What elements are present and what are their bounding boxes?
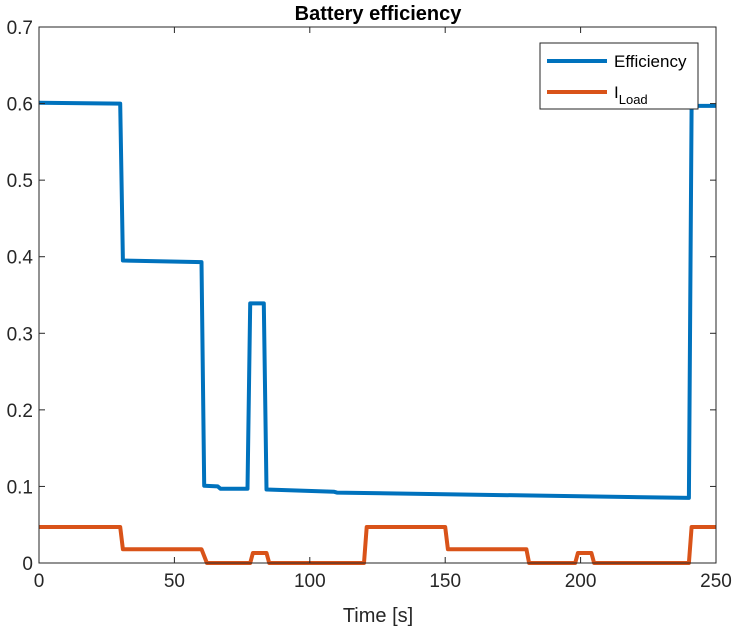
y-tick-label: 0.6 <box>7 95 33 116</box>
y-tick-label: 0 <box>22 554 33 575</box>
y-tick-label: 0.2 <box>7 401 33 422</box>
series-line-1 <box>39 525 716 565</box>
axes: 0 50 100 150 200 250 0 0.1 0.2 0.3 0.4 0.5 0.6 0.7 <box>7 18 732 592</box>
legend-box <box>539 42 699 110</box>
legend-label-0: Efficiency <box>614 52 687 71</box>
x-tick-label: 0 <box>34 571 45 592</box>
axes-box <box>38 26 717 564</box>
y-tick-label: 0.1 <box>7 477 33 498</box>
x-tick-label: 200 <box>565 571 597 592</box>
x-tick-label: 100 <box>294 571 326 592</box>
y-tick-label: 0.4 <box>7 248 34 269</box>
y-tick-label: 0.5 <box>7 171 33 192</box>
x-tick-label: 150 <box>429 571 461 592</box>
plot-area <box>38 100 716 565</box>
y-tick-label: 0.3 <box>7 324 33 345</box>
x-tick-label: 50 <box>164 571 185 592</box>
y-tick-label: 0.7 <box>7 18 33 39</box>
x-axis-label: Time [s] <box>343 605 413 627</box>
series-line-0 <box>38 100 716 500</box>
x-tick-label: 250 <box>700 571 732 592</box>
chart-title: Battery efficiency <box>295 3 463 25</box>
legend-label-subscript: Load <box>619 92 648 107</box>
